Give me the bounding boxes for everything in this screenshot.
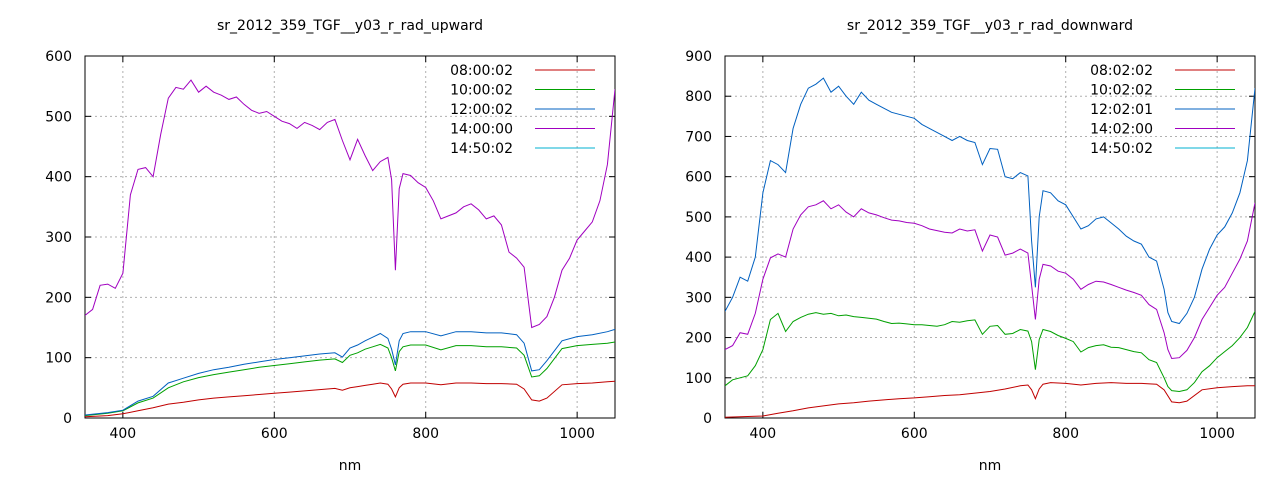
upward-series-line-080002 bbox=[85, 380, 615, 418]
upward-y-tick-label: 100 bbox=[45, 351, 72, 367]
upward-y-tick-label: 0 bbox=[63, 411, 72, 427]
downward-y-tick-label: 700 bbox=[685, 129, 712, 145]
upward-y-tick-label: 400 bbox=[45, 170, 72, 186]
downward-x-axis-label: nm bbox=[979, 458, 1002, 474]
downward-x-tick-label: 800 bbox=[1052, 426, 1079, 442]
upward-series-line-120002 bbox=[85, 328, 615, 416]
upward-legend-label: 08:00:02 bbox=[450, 63, 513, 79]
downward-x-tick-label: 400 bbox=[749, 426, 776, 442]
upward-x-tick-label: 1000 bbox=[559, 426, 595, 442]
downward-y-tick-label: 800 bbox=[685, 89, 712, 105]
downward-series-line-100202 bbox=[725, 311, 1255, 393]
upward-x-axis-label: nm bbox=[339, 458, 362, 474]
upward-legend-label: 12:00:02 bbox=[450, 102, 513, 118]
downward-legend-label: 12:02:01 bbox=[1090, 102, 1153, 118]
downward-legend-label: 14:02:00 bbox=[1090, 122, 1153, 138]
upward-legend-label: 14:50:02 bbox=[450, 141, 513, 157]
upward-x-tick-label: 800 bbox=[412, 426, 439, 442]
downward-y-tick-label: 500 bbox=[685, 210, 712, 226]
downward-y-tick-label: 0 bbox=[703, 411, 712, 427]
upward-legend-label: 14:00:00 bbox=[450, 122, 513, 138]
upward-series-line-140000 bbox=[85, 79, 615, 329]
downward-y-tick-label: 600 bbox=[685, 170, 712, 186]
downward-y-tick-label: 200 bbox=[685, 331, 712, 347]
upward-series-line-100002 bbox=[85, 341, 615, 417]
downward-legend-label: 14:50:02 bbox=[1090, 141, 1153, 157]
downward-series-line-080202 bbox=[725, 382, 1255, 418]
upward-y-tick-label: 600 bbox=[45, 49, 72, 65]
downward-y-tick-label: 100 bbox=[685, 371, 712, 387]
downward-chart-title: sr_2012_359_TGF__y03_r_rad_downward bbox=[847, 18, 1133, 34]
downward-series-line-140200 bbox=[725, 200, 1255, 360]
upward-y-tick-label: 200 bbox=[45, 290, 72, 306]
chart-upward: sr_2012_359_TGF__y03_r_rad_upward 400 600 8… bbox=[45, 18, 616, 474]
downward-legend-label: 10:02:02 bbox=[1090, 83, 1153, 99]
downward-x-tick-label: 600 bbox=[901, 426, 928, 442]
downward-y-tick-label: 900 bbox=[685, 49, 712, 65]
downward-y-tick-label: 300 bbox=[685, 290, 712, 306]
downward-plot-frame bbox=[724, 55, 1256, 419]
downward-legend-label: 08:02:02 bbox=[1090, 63, 1153, 79]
downward-y-tick-label: 400 bbox=[685, 250, 712, 266]
downward-x-tick-label: 1000 bbox=[1199, 426, 1235, 442]
upward-x-tick-label: 400 bbox=[109, 426, 136, 442]
chart-downward: sr_2012_359_TGF__y03_r_rad_downward 400 60… bbox=[685, 18, 1256, 474]
upward-chart-title: sr_2012_359_TGF__y03_r_rad_upward bbox=[217, 18, 483, 34]
downward-series-line-120201 bbox=[725, 77, 1255, 325]
upward-legend-label: 10:00:02 bbox=[450, 83, 513, 99]
upward-y-tick-label: 300 bbox=[45, 230, 72, 246]
upward-x-tick-label: 600 bbox=[261, 426, 288, 442]
upward-y-tick-label: 500 bbox=[45, 109, 72, 125]
